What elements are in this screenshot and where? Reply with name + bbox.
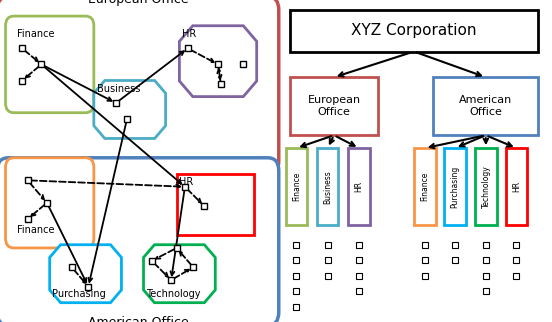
Bar [506,148,527,225]
Text: XYZ Corporation: XYZ Corporation [351,23,477,38]
Text: Finance: Finance [17,29,54,39]
Text: American
Office: American Office [459,95,512,117]
Polygon shape [50,245,121,303]
Text: Purchasing: Purchasing [52,289,106,299]
Text: Business: Business [323,170,332,204]
Text: Technology: Technology [146,289,201,299]
Text: European Office: European Office [88,0,188,6]
FancyBboxPatch shape [6,158,94,248]
Text: Technology: Technology [481,166,491,208]
Text: Finance: Finance [17,225,54,235]
Text: American Office: American Office [88,316,188,322]
Bar [286,148,307,225]
Polygon shape [94,80,166,138]
Bar [290,10,538,52]
Bar [177,174,254,235]
Bar [414,148,436,225]
Bar [290,77,378,135]
Bar [475,148,497,225]
Polygon shape [179,26,257,97]
Text: HR: HR [182,29,197,39]
Bar [444,148,466,225]
Text: Business: Business [97,84,140,94]
FancyBboxPatch shape [0,158,279,322]
Bar [317,148,338,225]
FancyBboxPatch shape [6,16,94,113]
Text: HR: HR [179,177,194,187]
Bar [433,77,538,135]
Bar [348,148,370,225]
Text: HR: HR [512,181,521,192]
Text: Purchasing: Purchasing [450,166,460,208]
Text: Finance: Finance [292,172,301,202]
Text: HR: HR [354,181,364,192]
FancyBboxPatch shape [0,0,279,174]
Polygon shape [144,245,215,303]
Text: European
Office: European Office [307,95,360,117]
Text: Finance: Finance [420,172,429,202]
